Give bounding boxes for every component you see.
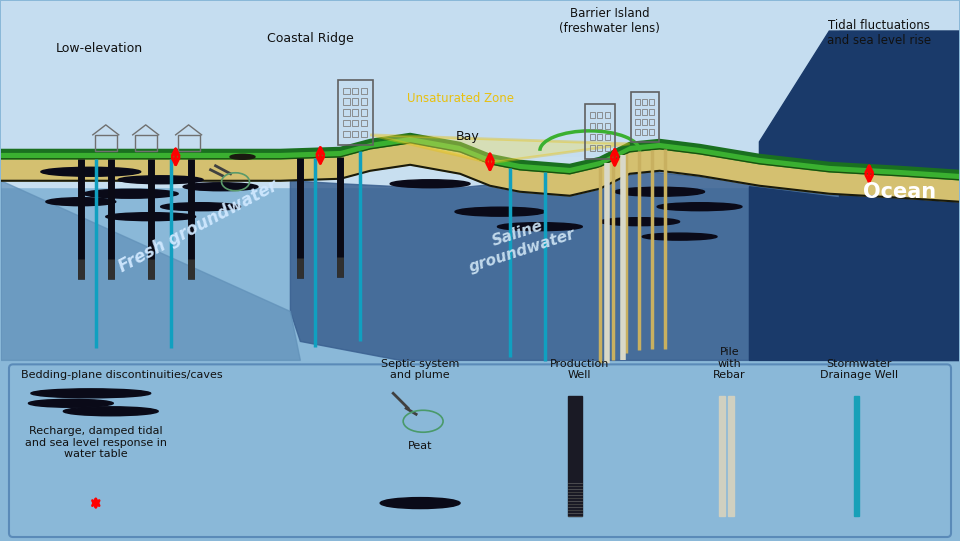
Bar (589, 111, 595, 118)
Bar (361, 98, 367, 105)
Polygon shape (750, 187, 959, 360)
Polygon shape (1, 135, 959, 180)
Bar (636, 129, 640, 135)
Ellipse shape (31, 389, 151, 398)
Bar (589, 144, 595, 151)
Ellipse shape (46, 197, 116, 206)
Bar (605, 134, 610, 140)
Bar (344, 88, 349, 94)
Text: Coastal Ridge: Coastal Ridge (267, 32, 353, 45)
Polygon shape (759, 31, 959, 200)
Bar (597, 111, 602, 118)
Text: Recharge, damped tidal
and sea level response in
water table: Recharge, damped tidal and sea level res… (25, 426, 167, 459)
Ellipse shape (41, 167, 141, 176)
Ellipse shape (29, 399, 113, 407)
Polygon shape (371, 135, 630, 163)
Bar (361, 131, 367, 137)
Polygon shape (1, 181, 300, 360)
Bar (636, 100, 640, 105)
Bar (338, 80, 372, 145)
Bar (361, 120, 367, 127)
Bar (642, 100, 647, 105)
Bar (95, 135, 117, 151)
Bar (567, 397, 582, 516)
Ellipse shape (118, 176, 204, 184)
Bar (605, 111, 610, 118)
Bar (589, 123, 595, 129)
Bar (352, 109, 358, 116)
Text: Low-elevation: Low-elevation (56, 42, 143, 55)
Ellipse shape (600, 217, 680, 226)
Polygon shape (290, 172, 959, 360)
Text: Fresh groundwater: Fresh groundwater (116, 176, 281, 275)
Bar (649, 120, 654, 126)
Bar (361, 109, 367, 116)
Bar (636, 120, 640, 126)
Ellipse shape (658, 203, 742, 210)
Bar (352, 120, 358, 127)
Bar (1, 1, 959, 182)
Text: Bay: Bay (456, 130, 480, 143)
Bar (344, 131, 349, 137)
Bar (1, 157, 959, 187)
Bar (729, 397, 734, 516)
Bar (649, 129, 654, 135)
Ellipse shape (642, 233, 717, 240)
Polygon shape (1, 143, 959, 202)
Text: Ocean: Ocean (863, 182, 936, 202)
Text: Unsaturated Zone: Unsaturated Zone (406, 92, 514, 105)
Bar (649, 100, 654, 105)
Text: Tidal fluctuations
and sea level rise: Tidal fluctuations and sea level rise (828, 19, 931, 47)
Bar (642, 109, 647, 115)
Ellipse shape (106, 213, 196, 221)
Bar (605, 144, 610, 151)
Bar (839, 31, 959, 360)
Bar (585, 104, 614, 159)
Bar (597, 144, 602, 151)
Bar (854, 397, 859, 516)
Ellipse shape (230, 154, 255, 159)
Bar (178, 135, 200, 151)
Ellipse shape (497, 223, 583, 230)
Bar (636, 109, 640, 115)
Text: Barrier Island
(freshwater lens): Barrier Island (freshwater lens) (560, 7, 660, 35)
Text: Septic system
and plume: Septic system and plume (381, 359, 459, 380)
Bar (589, 134, 595, 140)
Bar (642, 120, 647, 126)
Ellipse shape (380, 498, 460, 509)
Bar (352, 88, 358, 94)
Ellipse shape (614, 187, 705, 196)
Bar (597, 134, 602, 140)
Bar (719, 397, 726, 516)
Ellipse shape (84, 189, 179, 198)
Ellipse shape (390, 180, 470, 188)
FancyBboxPatch shape (9, 365, 951, 537)
Bar (631, 93, 659, 142)
Text: Saline
groundwater: Saline groundwater (462, 209, 578, 275)
Text: Bedding-plane discontinuities/caves: Bedding-plane discontinuities/caves (21, 371, 223, 380)
Ellipse shape (63, 407, 158, 416)
Text: Peat: Peat (408, 441, 432, 451)
Bar (352, 131, 358, 137)
Bar (642, 129, 647, 135)
Text: Pile
with
Rebar: Pile with Rebar (713, 347, 746, 380)
Text: Production
Well: Production Well (550, 359, 610, 380)
Bar (597, 123, 602, 129)
Bar (344, 109, 349, 116)
Text: Stormwater
Drainage Well: Stormwater Drainage Well (820, 359, 899, 380)
Bar (134, 135, 156, 151)
Ellipse shape (455, 207, 545, 216)
Bar (352, 98, 358, 105)
Bar (605, 123, 610, 129)
Bar (361, 88, 367, 94)
Bar (344, 98, 349, 105)
Ellipse shape (183, 183, 258, 191)
Bar (649, 109, 654, 115)
Ellipse shape (160, 203, 241, 210)
Bar (344, 120, 349, 127)
